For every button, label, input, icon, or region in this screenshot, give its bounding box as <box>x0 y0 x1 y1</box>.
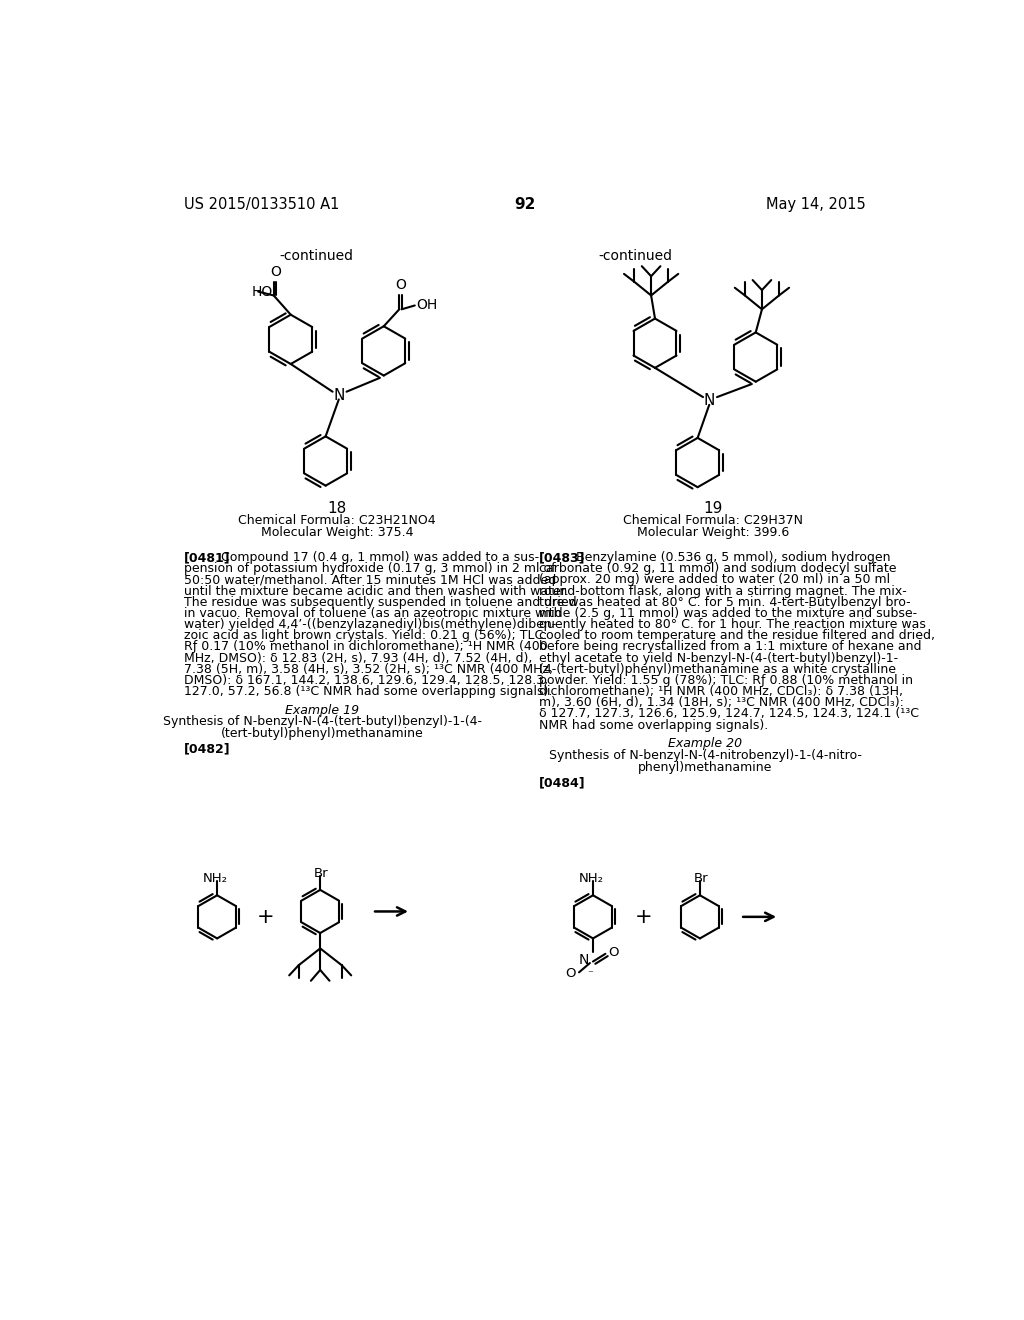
Text: quently heated to 80° C. for 1 hour. The reaction mixture was: quently heated to 80° C. for 1 hour. The… <box>539 618 926 631</box>
Text: water) yielded 4,4’-((benzylazanediyl)bis(methylene)diben-: water) yielded 4,4’-((benzylazanediyl)bi… <box>183 618 556 631</box>
Text: +: + <box>635 907 652 927</box>
Text: cooled to room temperature and the residue filtered and dried,: cooled to room temperature and the resid… <box>539 630 935 643</box>
Text: HO: HO <box>252 285 273 298</box>
Text: Chemical Formula: C23H21NO4: Chemical Formula: C23H21NO4 <box>239 515 436 527</box>
Text: O: O <box>565 968 575 981</box>
Text: Synthesis of N-benzyl-N-(4-(tert-butyl)benzyl)-1-(4-: Synthesis of N-benzyl-N-(4-(tert-butyl)b… <box>163 715 482 729</box>
Text: round-bottom flask, along with a stirring magnet. The mix-: round-bottom flask, along with a stirrin… <box>539 585 906 598</box>
Text: Compound 17 (0.4 g, 1 mmol) was added to a sus-: Compound 17 (0.4 g, 1 mmol) was added to… <box>221 552 539 564</box>
Text: ture was heated at 80° C. for 5 min. 4-tert-Butylbenzyl bro-: ture was heated at 80° C. for 5 min. 4-t… <box>539 595 910 609</box>
Text: N: N <box>333 388 344 403</box>
Text: OH: OH <box>417 298 437 313</box>
Text: [0482]: [0482] <box>183 742 230 755</box>
Text: until the mixture became acidic and then washed with water.: until the mixture became acidic and then… <box>183 585 568 598</box>
Text: [0481]: [0481] <box>183 552 230 564</box>
Text: 127.0, 57.2, 56.8 (¹³C NMR had some overlapping signals).: 127.0, 57.2, 56.8 (¹³C NMR had some over… <box>183 685 552 698</box>
Text: [0484]: [0484] <box>539 776 586 789</box>
Text: before being recrystallized from a 1:1 mixture of hexane and: before being recrystallized from a 1:1 m… <box>539 640 922 653</box>
Text: Molecular Weight: 399.6: Molecular Weight: 399.6 <box>637 527 790 540</box>
Text: ethyl acetate to yield N-benzyl-N-(4-(tert-butyl)benzyl)-1-: ethyl acetate to yield N-benzyl-N-(4-(te… <box>539 652 898 664</box>
Text: The residue was subsequently suspended in toluene and dried: The residue was subsequently suspended i… <box>183 595 577 609</box>
Text: Synthesis of N-benzyl-N-(4-nitrobenzyl)-1-(4-nitro-: Synthesis of N-benzyl-N-(4-nitrobenzyl)-… <box>549 748 862 762</box>
Text: in vacuo. Removal of toluene (as an azeotropic mixture with: in vacuo. Removal of toluene (as an azeo… <box>183 607 561 620</box>
Text: Molecular Weight: 375.4: Molecular Weight: 375.4 <box>261 527 414 540</box>
Text: 18: 18 <box>328 502 347 516</box>
Text: NMR had some overlapping signals).: NMR had some overlapping signals). <box>539 718 768 731</box>
Text: DMSO): δ 167.1, 144.2, 138.6, 129.6, 129.4, 128.5, 128.3,: DMSO): δ 167.1, 144.2, 138.6, 129.6, 129… <box>183 675 548 686</box>
Text: Example 20: Example 20 <box>669 738 742 751</box>
Text: phenyl)methanamine: phenyl)methanamine <box>638 760 772 774</box>
Text: Chemical Formula: C29H37N: Chemical Formula: C29H37N <box>624 515 803 527</box>
Text: (tert-butyl)phenyl)methanamine: (tert-butyl)phenyl)methanamine <box>221 727 424 741</box>
Text: 7.38 (5H, m), 3.58 (4H, s), 3.52 (2H, s); ¹³C NMR (400 MHz,: 7.38 (5H, m), 3.58 (4H, s), 3.52 (2H, s)… <box>183 663 553 676</box>
Text: dichloromethane); ¹H NMR (400 MHz, CDCl₃): δ 7.38 (13H,: dichloromethane); ¹H NMR (400 MHz, CDCl₃… <box>539 685 903 698</box>
Text: pension of potassium hydroxide (0.17 g, 3 mmol) in 2 ml of: pension of potassium hydroxide (0.17 g, … <box>183 562 555 576</box>
Text: 50:50 water/methanol. After 15 minutes 1M HCl was added: 50:50 water/methanol. After 15 minutes 1… <box>183 573 556 586</box>
Text: Br: Br <box>314 867 329 880</box>
Text: m), 3.60 (6H, d), 1.34 (18H, s); ¹³C NMR (400 MHz, CDCl₃):: m), 3.60 (6H, d), 1.34 (18H, s); ¹³C NMR… <box>539 696 903 709</box>
Text: +: + <box>257 907 274 927</box>
Text: Rƒ 0.17 (10% methanol in dichloromethane); ¹H NMR (400: Rƒ 0.17 (10% methanol in dichloromethane… <box>183 640 548 653</box>
Text: Br: Br <box>693 873 709 886</box>
Text: 92: 92 <box>514 197 536 213</box>
Text: NH₂: NH₂ <box>203 873 228 886</box>
Text: (4-(tert-butyl)phenyl)methanamine as a white crystalline: (4-(tert-butyl)phenyl)methanamine as a w… <box>539 663 896 676</box>
Text: -continued: -continued <box>280 249 353 263</box>
Text: US 2015/0133510 A1: US 2015/0133510 A1 <box>183 197 339 213</box>
Text: O: O <box>608 945 618 958</box>
Text: mide (2.5 g, 11 mmol) was added to the mixture and subse-: mide (2.5 g, 11 mmol) was added to the m… <box>539 607 916 620</box>
Text: MHz, DMSO): δ 12.83 (2H, s), 7.93 (4H, d), 7.52 (4H, d),: MHz, DMSO): δ 12.83 (2H, s), 7.93 (4H, d… <box>183 652 532 664</box>
Text: powder. Yield: 1.55 g (78%); TLC: Rƒ 0.88 (10% methanol in: powder. Yield: 1.55 g (78%); TLC: Rƒ 0.8… <box>539 675 912 686</box>
Text: ⁻: ⁻ <box>587 969 593 979</box>
Text: -continued: -continued <box>598 249 673 263</box>
Text: Example 19: Example 19 <box>286 704 359 717</box>
Text: zoic acid as light brown crystals. Yield: 0.21 g (56%); TLC:: zoic acid as light brown crystals. Yield… <box>183 630 547 643</box>
Text: N: N <box>703 393 715 408</box>
Text: carbonate (0.92 g, 11 mmol) and sodium dodecyl sulfate: carbonate (0.92 g, 11 mmol) and sodium d… <box>539 562 896 576</box>
Text: N: N <box>579 953 589 968</box>
Text: O: O <box>395 279 407 293</box>
Text: Benzylamine (0.536 g, 5 mmol), sodium hydrogen: Benzylamine (0.536 g, 5 mmol), sodium hy… <box>575 552 891 564</box>
Text: δ 127.7, 127.3, 126.6, 125.9, 124.7, 124.5, 124.3, 124.1 (¹³C: δ 127.7, 127.3, 126.6, 125.9, 124.7, 124… <box>539 708 919 721</box>
Text: 19: 19 <box>703 502 723 516</box>
Text: (approx. 20 mg) were added to water (20 ml) in a 50 ml: (approx. 20 mg) were added to water (20 … <box>539 573 890 586</box>
Text: May 14, 2015: May 14, 2015 <box>766 197 866 213</box>
Text: O: O <box>270 264 282 279</box>
Text: [0483]: [0483] <box>539 552 586 564</box>
Text: NH₂: NH₂ <box>579 873 604 886</box>
